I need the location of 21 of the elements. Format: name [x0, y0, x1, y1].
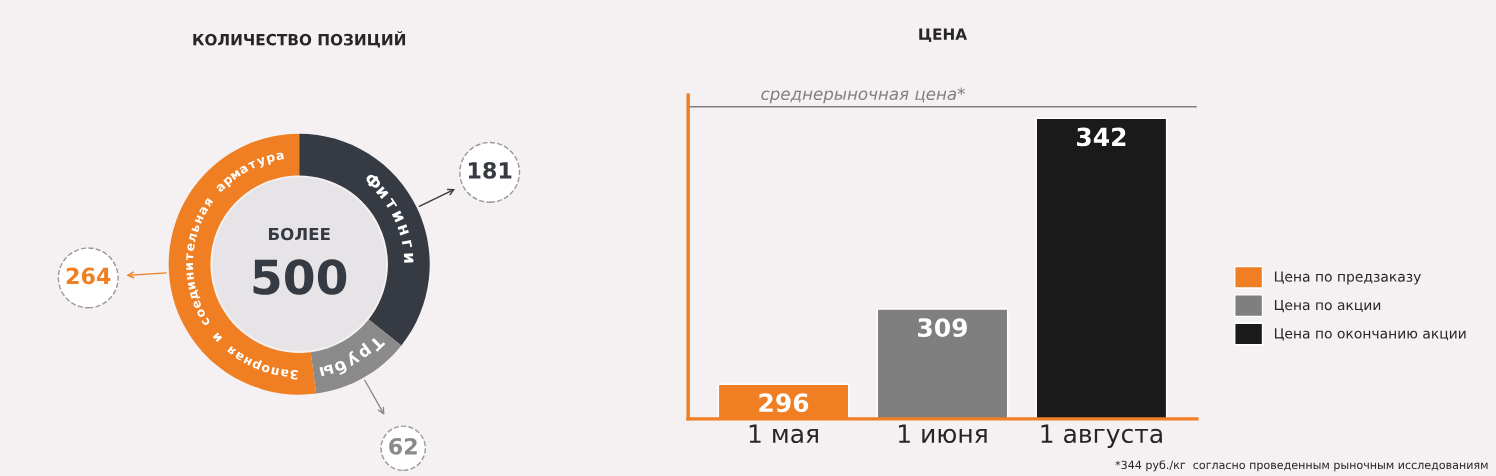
text: БОЛЕЕ: [268, 227, 330, 241]
text: 500: [253, 259, 347, 295]
x-tick-label: 1 августа: [1041, 424, 1162, 448]
data-label: 342: [1077, 127, 1126, 147]
data-label: 181: [468, 162, 512, 179]
legend-label: Фитинги: [363, 171, 414, 263]
data-label: 296: [759, 393, 809, 413]
x-tick-label: 1 июня: [898, 424, 987, 444]
legend-label: Цена по окончанию акции: [1274, 328, 1466, 341]
text: *344 руб./кг согласно проведенным рыночным исследованиям: [1115, 460, 1488, 472]
x-tick-label: 1 мая: [749, 424, 818, 444]
chart-title: КОЛИЧЕСТВО ПОЗИЦИЙ: [193, 31, 406, 48]
data-label: 264: [66, 267, 111, 285]
data-label: 309: [918, 318, 967, 338]
ref-line-label: среднерыночная цена*: [761, 87, 965, 104]
chart-title: ЦЕНА: [919, 28, 968, 43]
data-label: 62: [389, 437, 417, 455]
slice-label: Трубы: [319, 335, 386, 377]
donut-slice: [310, 319, 402, 394]
legend-label: Цена по предзаказу: [1274, 271, 1421, 285]
legend-label: Цена по акции: [1274, 299, 1381, 313]
